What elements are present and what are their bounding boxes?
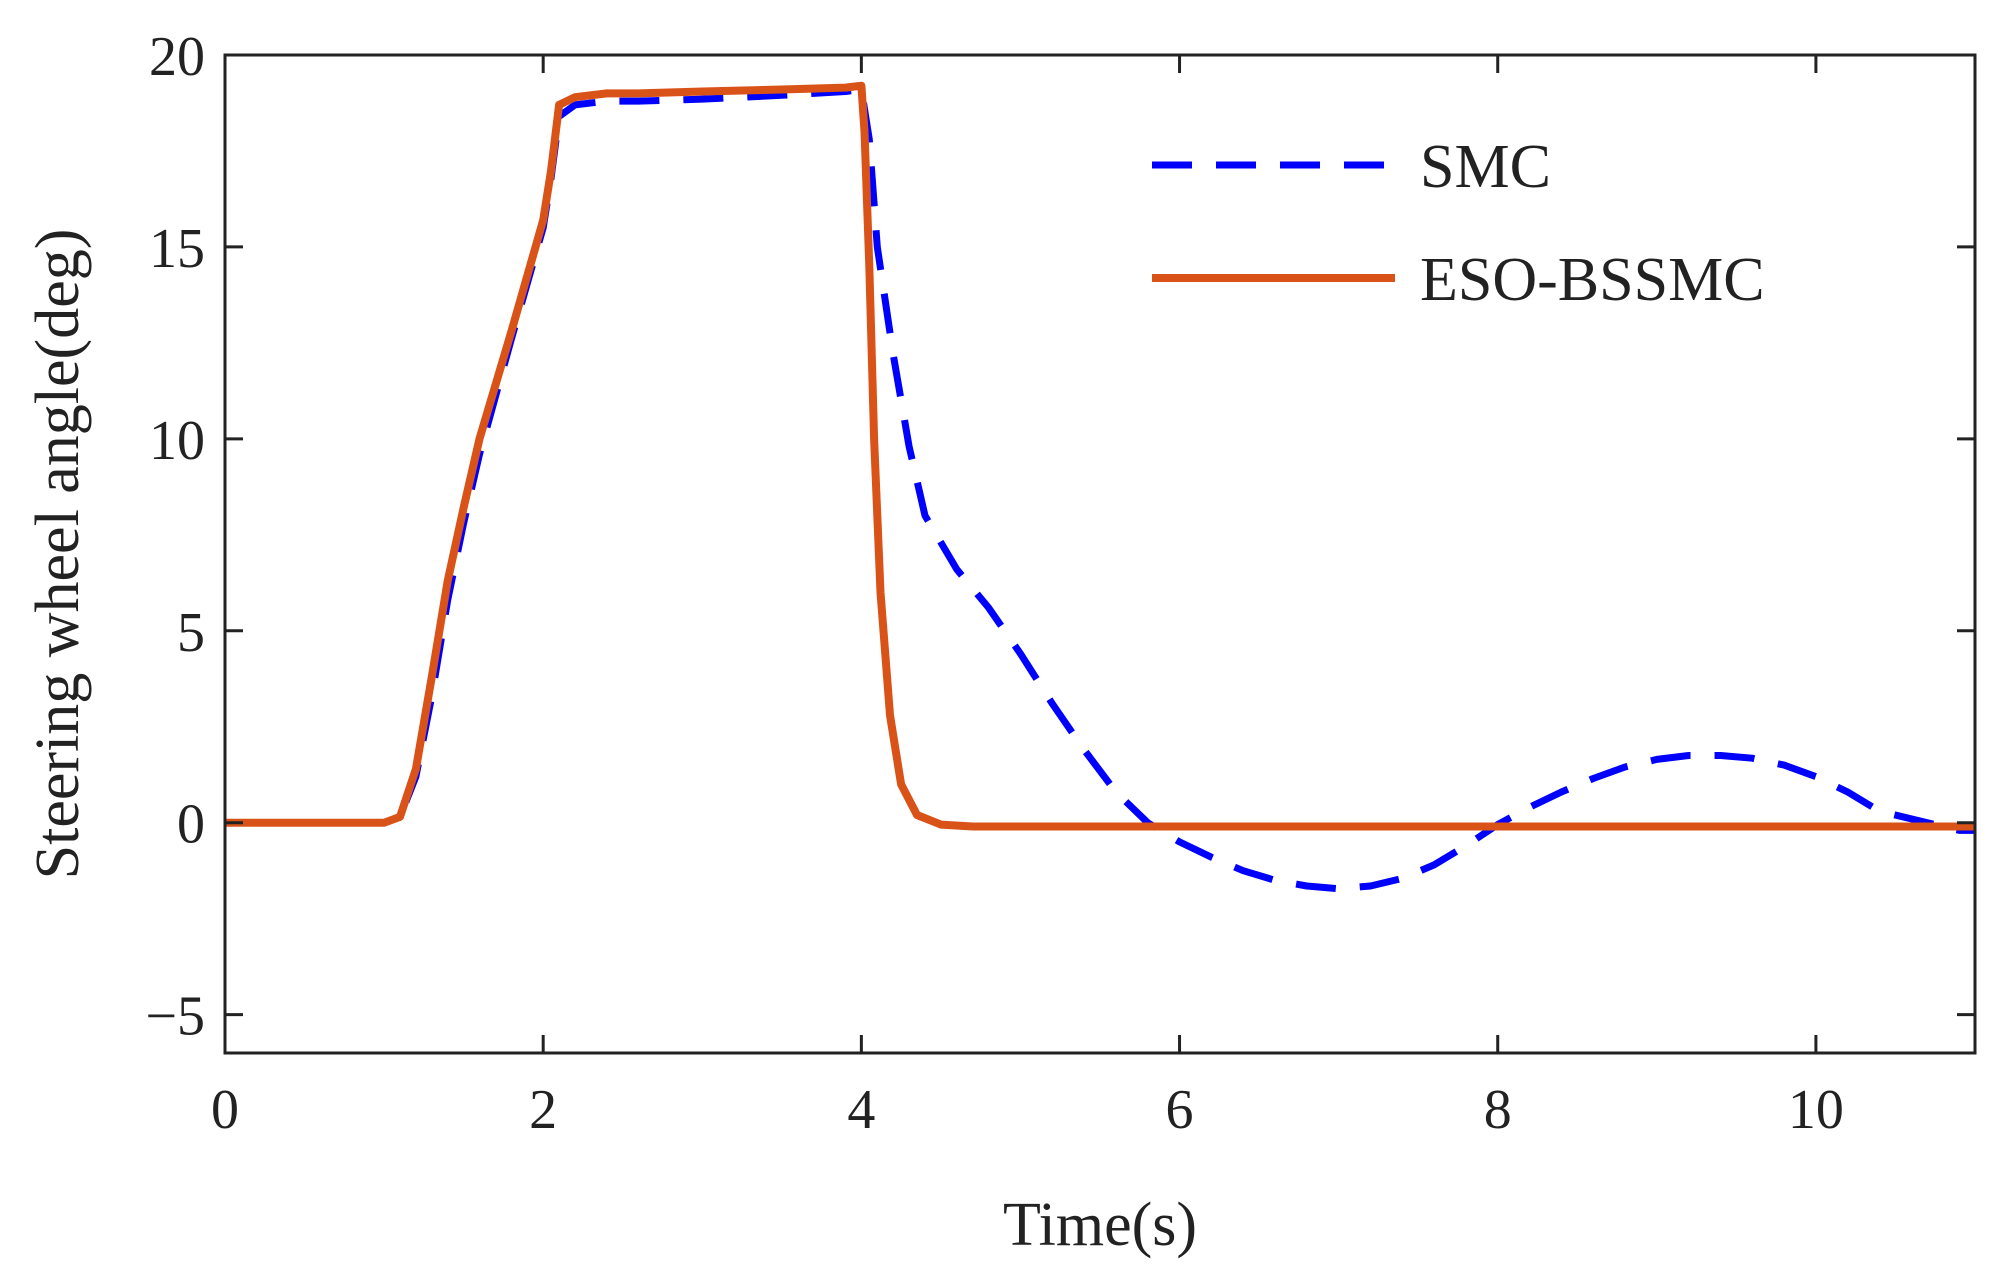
y-tick-label: 0 <box>177 794 205 856</box>
x-tick-label: 2 <box>529 1079 557 1141</box>
x-axis-label: Time(s) <box>1003 1191 1197 1259</box>
x-tick-label: 6 <box>1166 1079 1194 1141</box>
y-tick-label: 10 <box>149 410 205 472</box>
y-tick-label: −5 <box>145 986 205 1048</box>
y-axis-label: Steering wheel angle(deg) <box>24 229 92 880</box>
series-layer <box>225 81 1975 893</box>
x-tick-label: 8 <box>1484 1079 1512 1141</box>
y-tick-label: 15 <box>149 218 205 280</box>
legend: SMC ESO-BSSMC <box>1152 133 1765 314</box>
y-tick-label: 5 <box>177 602 205 664</box>
x-tick-label: 4 <box>847 1079 875 1141</box>
legend-label-smc: SMC <box>1420 133 1551 201</box>
x-tick-label: 0 <box>211 1079 239 1141</box>
plot-frame <box>223 53 1977 1055</box>
series-line-smc <box>225 86 1975 893</box>
legend-label-eso-bssmc: ESO-BSSMC <box>1420 246 1765 314</box>
x-tick-label: 10 <box>1788 1079 1844 1141</box>
series-line-eso-bssmc <box>225 81 1975 831</box>
y-tick-label: 20 <box>149 26 205 88</box>
